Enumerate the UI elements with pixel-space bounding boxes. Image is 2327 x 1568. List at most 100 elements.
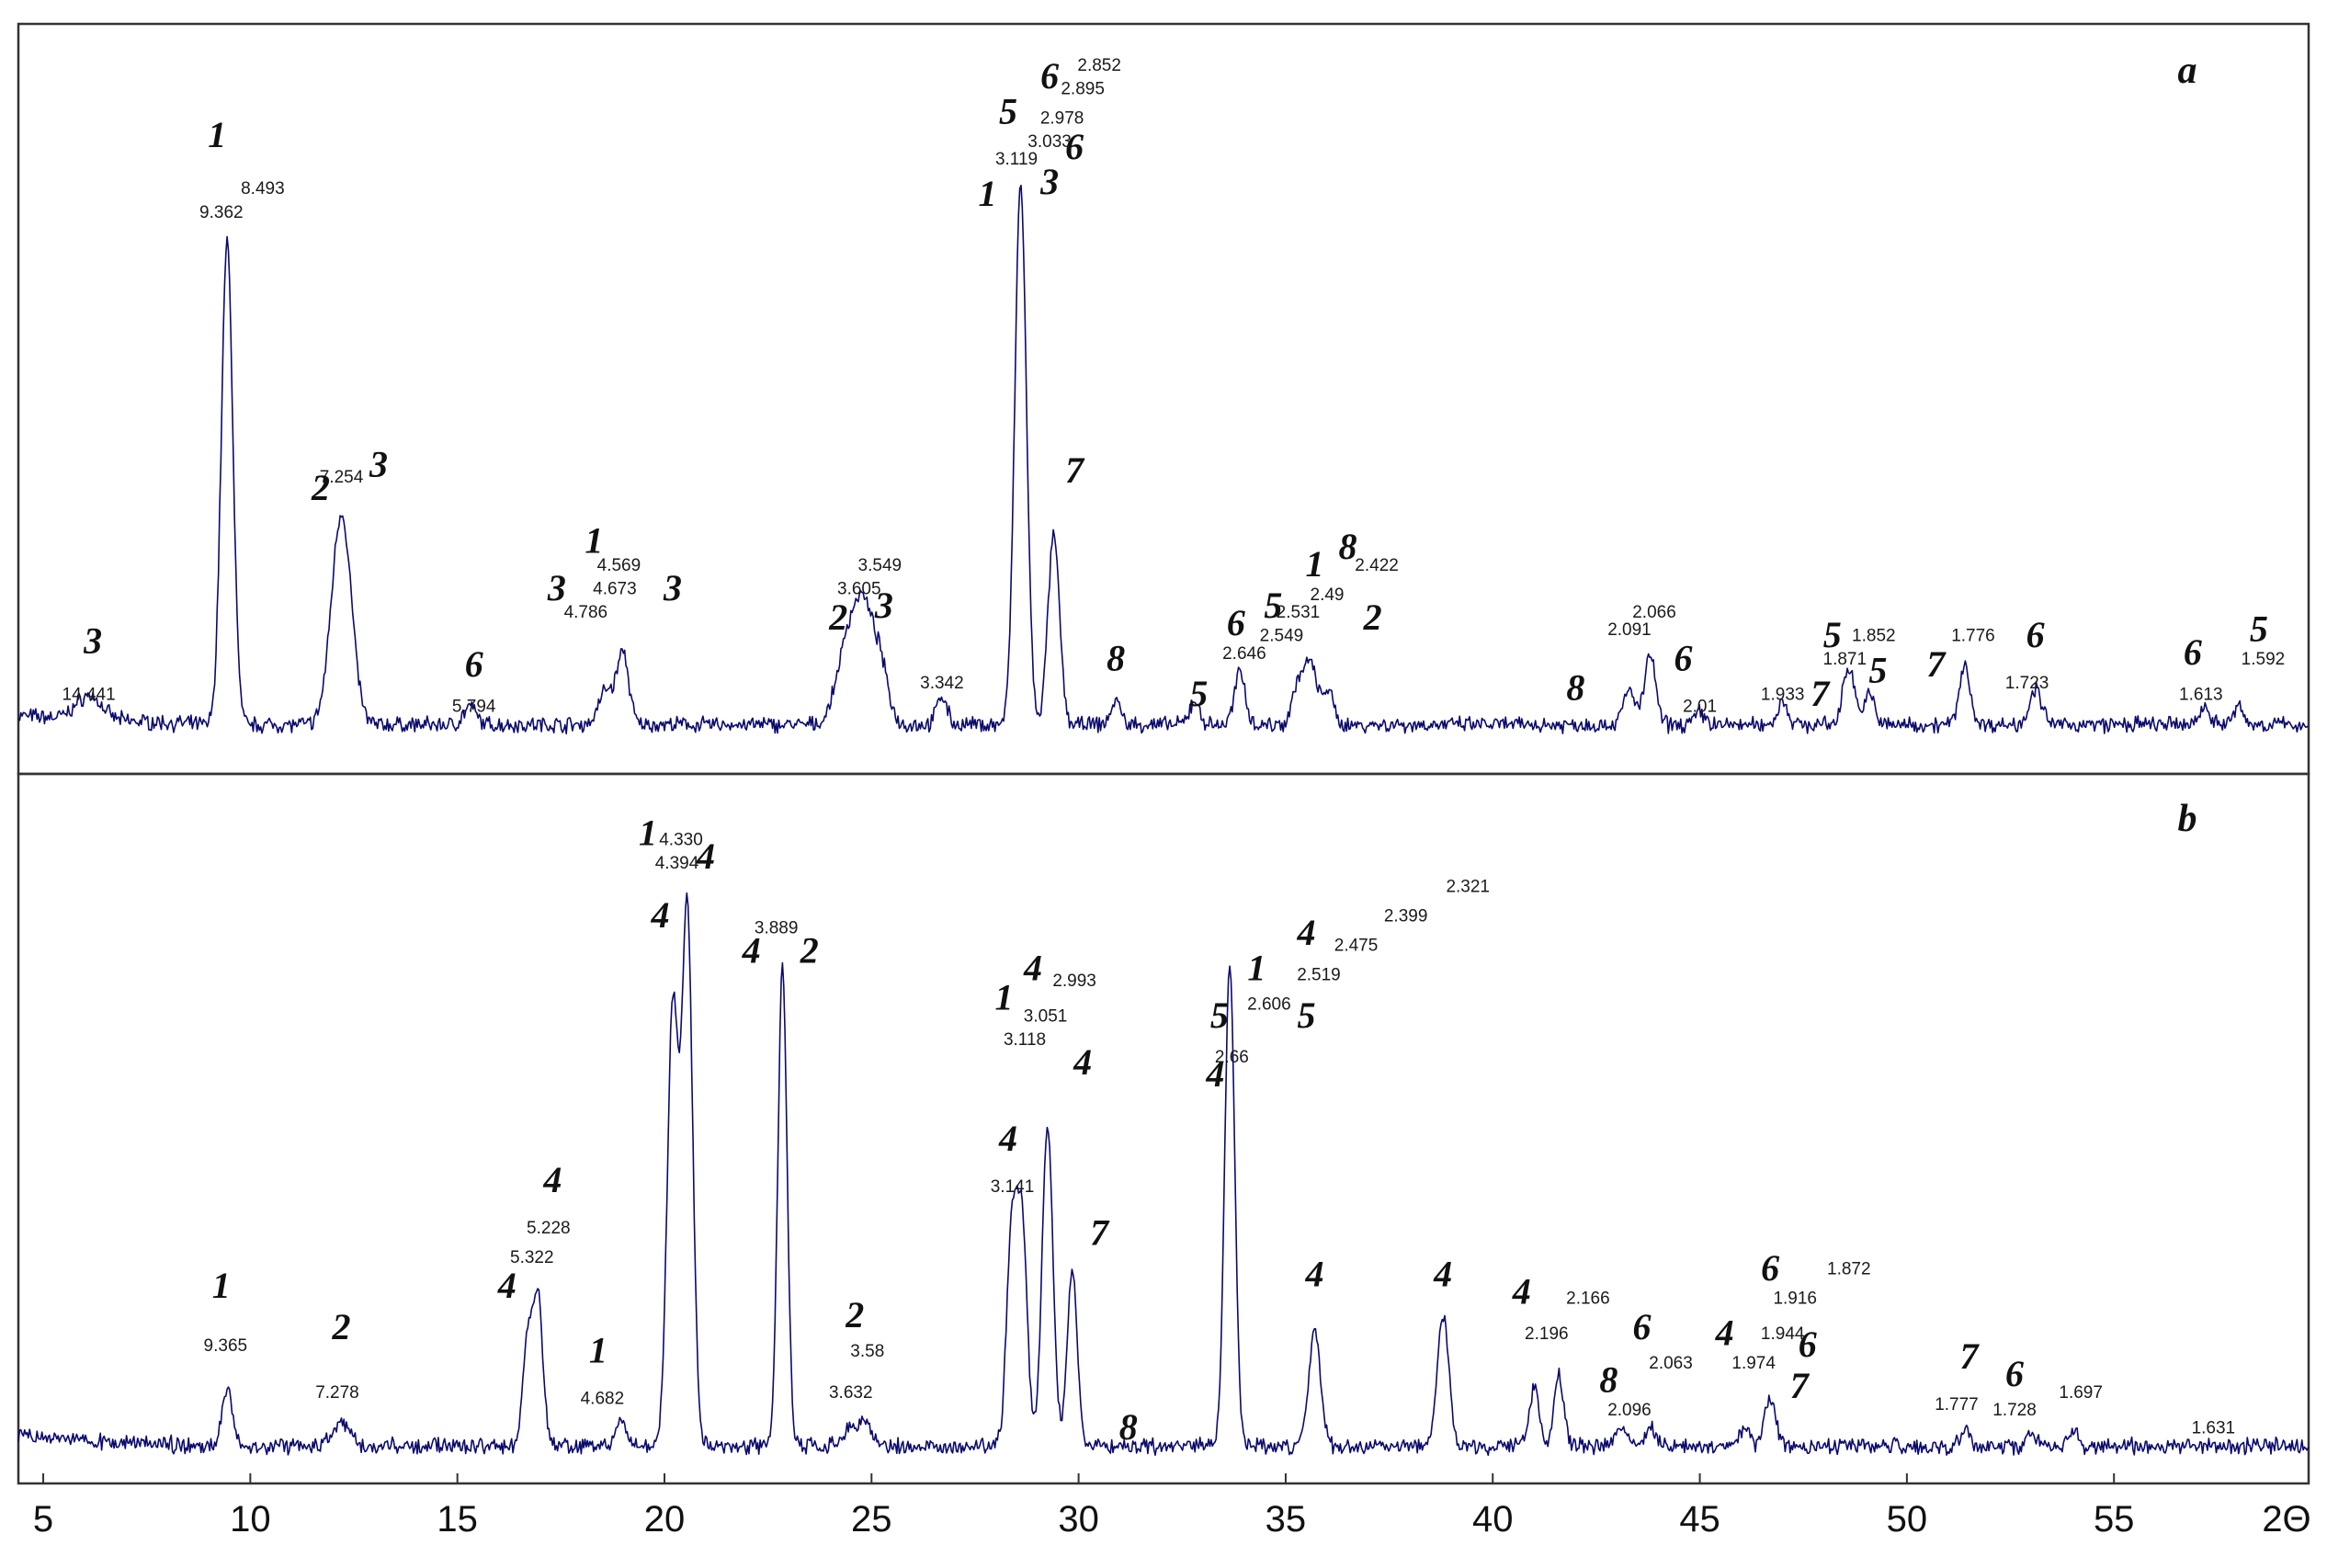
panel-label: a <box>2178 50 2197 92</box>
phase-label: 3 <box>547 567 566 608</box>
phase-label: 7 <box>1065 449 1085 491</box>
d-spacing-label: 2.978 <box>1040 108 1084 128</box>
d-spacing-label: 3.051 <box>1024 1006 1068 1026</box>
d-spacing-label: 3.632 <box>829 1383 873 1403</box>
d-spacing-label: 2.196 <box>1525 1324 1569 1344</box>
phase-label: 3 <box>663 567 682 608</box>
d-spacing-label: 1.592 <box>2242 650 2286 669</box>
d-spacing-label: 2.475 <box>1334 937 1379 956</box>
d-spacing-label: 2.531 <box>1277 603 1321 622</box>
d-spacing-label: 1.723 <box>2005 674 2049 693</box>
phase-label: 1 <box>1305 543 1323 585</box>
d-spacing-label: 14.441 <box>62 686 116 705</box>
phase-label: 7 <box>1926 643 1947 685</box>
d-spacing-label: 3.889 <box>755 918 799 937</box>
d-spacing-label: 8.493 <box>241 179 285 199</box>
x-tick-label: 35 <box>1266 1499 1307 1540</box>
phase-label: 5 <box>1297 994 1315 1036</box>
d-spacing-label: 1.852 <box>1852 627 1896 646</box>
diffraction-trace <box>17 184 2309 735</box>
phase-label: 7 <box>1790 1365 1811 1406</box>
d-spacing-label: 2.422 <box>1355 556 1399 575</box>
d-spacing-label: 1.777 <box>1935 1395 1979 1415</box>
phase-label: 2 <box>845 1294 864 1335</box>
phase-label: 8 <box>1339 526 1357 567</box>
d-spacing-label: 4.682 <box>581 1389 625 1408</box>
phase-label: 2 <box>311 467 330 508</box>
d-spacing-label: 2.166 <box>1566 1290 1610 1309</box>
d-spacing-label: 7.278 <box>315 1383 359 1403</box>
phase-label: 3 <box>83 619 102 661</box>
phase-label: 3 <box>1039 161 1059 202</box>
d-spacing-label: 3.549 <box>858 556 902 575</box>
d-spacing-label: 2.549 <box>1260 627 1304 646</box>
d-spacing-label: 1.728 <box>1992 1401 2037 1420</box>
phase-label: 1 <box>208 114 226 155</box>
d-spacing-label: 2.399 <box>1384 907 1428 926</box>
phase-label: 5 <box>1210 994 1229 1036</box>
d-spacing-label: 9.365 <box>204 1336 248 1356</box>
phase-label: 1 <box>639 812 657 853</box>
phase-label: 6 <box>2026 614 2045 655</box>
d-spacing-label: 3.119 <box>995 150 1038 169</box>
phase-label: 5 <box>1189 673 1208 714</box>
d-spacing-label: 3.605 <box>837 579 881 598</box>
phase-label: 1 <box>212 1265 231 1306</box>
phase-label: 4 <box>497 1265 516 1306</box>
phase-label: 1 <box>589 1330 607 1371</box>
d-spacing-label: 5.794 <box>452 697 496 716</box>
phase-label: 1 <box>1247 948 1266 989</box>
phase-label: 4 <box>1512 1271 1531 1312</box>
d-spacing-label: 2.519 <box>1297 966 1341 985</box>
x-tick-label: 45 <box>1679 1499 1720 1540</box>
d-spacing-label: 4.569 <box>597 556 641 575</box>
phase-label: 4 <box>1023 948 1042 989</box>
d-spacing-label: 4.330 <box>659 830 703 849</box>
phase-label: 4 <box>1205 1053 1224 1095</box>
phase-label: 4 <box>742 929 761 971</box>
phase-label: 3 <box>874 585 893 626</box>
phase-label: 4 <box>696 835 715 877</box>
d-spacing-label: 1.697 <box>2059 1383 2103 1403</box>
phase-label: 6 <box>2005 1353 2024 1394</box>
phase-label: 1 <box>585 520 603 562</box>
phase-label: 4 <box>1715 1312 1734 1353</box>
d-spacing-label: 2.063 <box>1649 1354 1693 1373</box>
phase-label: 4 <box>1433 1253 1452 1294</box>
d-spacing-label: 1.974 <box>1731 1354 1776 1373</box>
phase-label: 7 <box>1090 1212 1110 1254</box>
d-spacing-label: 1.933 <box>1761 686 1805 705</box>
phase-label: 8 <box>1119 1406 1138 1448</box>
phase-label: 3 <box>369 443 388 484</box>
phase-label: 5 <box>1868 649 1887 690</box>
phase-label: 6 <box>1761 1247 1779 1289</box>
phase-label: 4 <box>650 894 669 936</box>
d-spacing-label: 2.606 <box>1247 995 1291 1015</box>
phase-label: 1 <box>995 977 1014 1018</box>
phase-label: 4 <box>1296 912 1315 953</box>
x-tick-label: 10 <box>230 1499 271 1540</box>
d-spacing-label: 3.118 <box>1004 1030 1046 1050</box>
phase-label: 5 <box>999 90 1017 131</box>
phase-label: 1 <box>978 173 996 214</box>
x-axis: 5 10 15 20 25 30 35 40 45 50 55 2Θ <box>33 1473 2311 1540</box>
x-tick-label: 40 <box>1472 1499 1514 1540</box>
d-spacing-label: 3.58 <box>850 1342 884 1361</box>
x-tick-label: 25 <box>851 1499 892 1540</box>
phase-label: 2 <box>1363 597 1382 638</box>
d-spacing-label: 2.66 <box>1215 1048 1249 1067</box>
d-spacing-label: 2.096 <box>1607 1401 1652 1420</box>
d-spacing-label: 3.141 <box>991 1177 1035 1197</box>
phase-label: 7 <box>1811 673 1831 714</box>
x-tick-label: 50 <box>1887 1499 1928 1540</box>
phase-label: 6 <box>1040 55 1059 97</box>
x-tick-label: 55 <box>2094 1499 2135 1540</box>
d-spacing-label: 9.362 <box>199 203 244 222</box>
phase-label: 2 <box>331 1306 350 1347</box>
phase-label: 5 <box>2250 608 2268 650</box>
d-spacing-label: 1.944 <box>1761 1324 1805 1344</box>
d-spacing-label: 3.033 <box>1027 132 1072 152</box>
d-spacing-label: 2.993 <box>1052 971 1096 991</box>
phase-label: 6 <box>1227 602 1245 643</box>
